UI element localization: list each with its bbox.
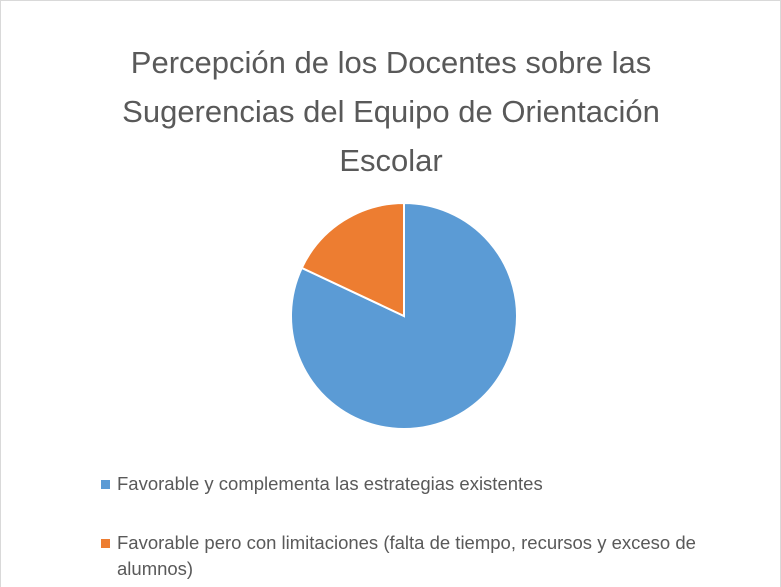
legend-label: Favorable pero con limitaciones (falta d… <box>117 532 696 579</box>
pie-slice <box>300 201 405 318</box>
pie-area <box>290 201 518 430</box>
legend-swatch <box>101 480 110 489</box>
legend: Favorable y complementa las estrategias … <box>101 471 721 587</box>
legend-swatch <box>101 539 110 548</box>
legend-item: Favorable pero con limitaciones (falta d… <box>101 530 721 582</box>
legend-item: Favorable y complementa las estrategias … <box>101 471 721 497</box>
chart-title: Percepción de los Docentes sobre las Sug… <box>122 45 660 178</box>
legend-label: Favorable y complementa las estrategias … <box>117 473 543 494</box>
